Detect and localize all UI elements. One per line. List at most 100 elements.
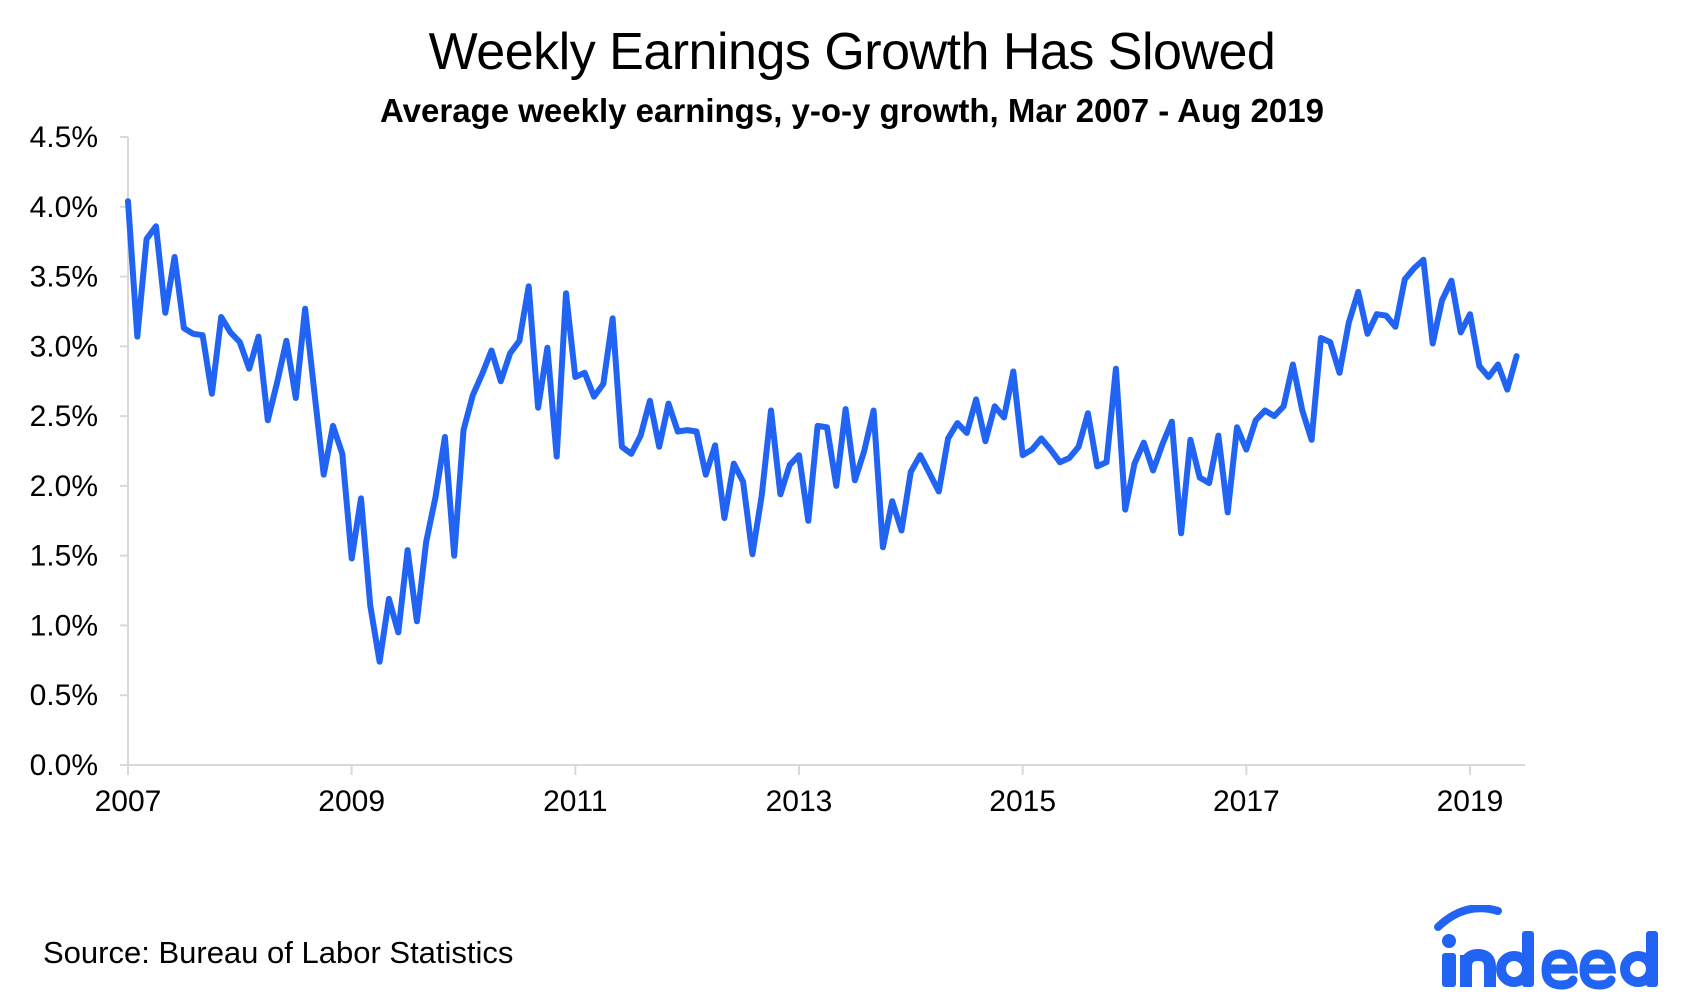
data-point	[462, 428, 465, 432]
data-point	[909, 470, 913, 474]
data-point	[154, 224, 158, 228]
data-point	[974, 397, 978, 401]
data-point	[1328, 340, 1332, 344]
data-point	[741, 480, 745, 484]
y-tick-label: 3.5%	[30, 261, 98, 294]
data-point	[834, 484, 838, 488]
x-tick-label: 2015	[989, 785, 1056, 818]
data-point	[415, 619, 419, 623]
data-point	[340, 452, 344, 456]
data-point	[303, 307, 307, 311]
data-point	[163, 311, 167, 315]
y-tick-label: 1.0%	[30, 609, 98, 642]
data-point	[1095, 464, 1099, 468]
data-point	[1300, 409, 1304, 412]
data-point	[611, 316, 615, 320]
data-point	[900, 529, 903, 532]
data-point	[881, 545, 885, 549]
y-tick-label: 0.5%	[30, 679, 98, 712]
data-point	[946, 436, 950, 440]
y-tick-label: 3.0%	[30, 330, 98, 363]
data-point	[601, 382, 605, 386]
data-point	[182, 326, 186, 330]
data-point	[201, 333, 205, 337]
data-point	[1412, 266, 1416, 270]
data-point	[1049, 448, 1053, 452]
data-point	[965, 431, 969, 435]
data-point	[1421, 258, 1425, 262]
data-point	[648, 399, 652, 403]
logo-arc-icon	[1434, 905, 1502, 931]
data-point	[732, 462, 736, 466]
data-point	[517, 339, 521, 343]
data-point	[1356, 290, 1360, 294]
data-point	[1170, 420, 1174, 424]
data-point	[1086, 411, 1090, 415]
data-point	[1133, 462, 1136, 466]
line-chart: 0.0% 0.5% 1.0% 1.5% 2.0% 2.5% 3.0% 3.5% 4.0% 4.5%…	[30, 121, 1525, 818]
data-point	[1179, 531, 1183, 535]
data-point	[396, 630, 400, 634]
data-point	[1449, 279, 1453, 283]
data-point	[704, 473, 708, 477]
data-point	[238, 340, 242, 344]
data-point	[806, 519, 810, 523]
data-point	[536, 406, 540, 410]
data-point	[294, 396, 298, 400]
data-point	[545, 346, 549, 350]
indeed-logo[interactable]	[1420, 905, 1690, 990]
data-point	[434, 495, 437, 499]
chart-subtitle: Average weekly earnings, y-o-y growth, M…	[380, 92, 1324, 129]
data-point	[452, 554, 456, 558]
data-point	[1310, 438, 1314, 442]
data-point	[331, 424, 335, 428]
data-point	[620, 445, 624, 449]
x-axis-labels: 2007 2009 2011 2013 2015 2017 2019	[95, 785, 1504, 818]
data-point	[1105, 460, 1108, 464]
data-point	[1319, 336, 1323, 340]
data-point	[1142, 441, 1146, 445]
data-point	[368, 604, 372, 608]
data-point	[1459, 330, 1463, 334]
chart-axes	[120, 136, 1525, 775]
data-point	[713, 443, 717, 447]
data-point	[1505, 388, 1509, 392]
data-point	[1198, 476, 1202, 479]
data-point	[284, 339, 288, 343]
y-tick-label: 0.0%	[30, 749, 98, 782]
data-point	[955, 421, 959, 425]
data-point	[797, 453, 801, 457]
data-point	[1011, 370, 1015, 373]
source-note: Source: Bureau of Labor Statistics	[43, 935, 514, 970]
data-point	[890, 499, 894, 503]
data-point	[350, 557, 354, 560]
data-point	[508, 351, 512, 355]
data-point	[1188, 438, 1192, 442]
y-tick-label: 2.5%	[30, 400, 98, 433]
data-point	[1244, 448, 1248, 452]
data-point	[928, 471, 931, 475]
data-point	[1226, 510, 1230, 514]
data-point	[480, 372, 484, 376]
data-point	[1347, 321, 1351, 325]
x-tick-label: 2009	[318, 785, 385, 818]
data-point	[983, 439, 987, 443]
data-point	[592, 395, 596, 399]
data-point	[1161, 442, 1164, 446]
x-tick-label: 2011	[543, 785, 608, 818]
data-point	[564, 291, 568, 295]
data-point	[266, 418, 270, 422]
data-point	[1403, 277, 1407, 281]
data-point	[993, 404, 997, 408]
data-point	[667, 402, 670, 406]
data-point	[1039, 436, 1043, 440]
chart-title: Weekly Earnings Growth Has Slowed	[428, 23, 1276, 81]
x-tick-label: 2013	[766, 785, 833, 818]
y-tick-label: 2.0%	[30, 470, 98, 503]
x-tick-label: 2019	[1437, 785, 1504, 818]
data-point	[760, 494, 764, 498]
data-point	[322, 473, 326, 477]
data-point	[1235, 425, 1239, 429]
data-point	[788, 463, 792, 467]
data-point	[1272, 414, 1276, 418]
